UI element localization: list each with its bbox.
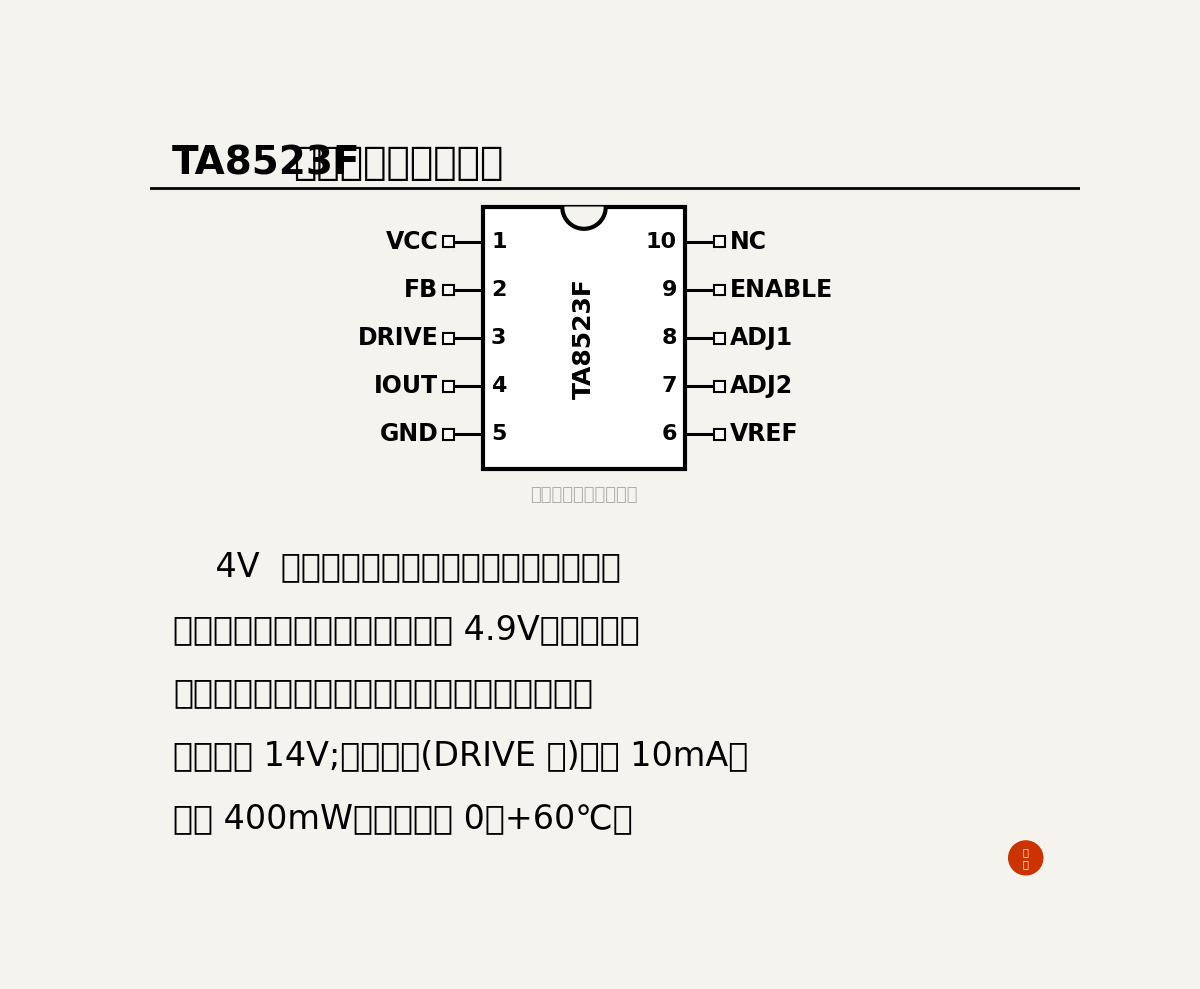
Text: 1: 1 [491,231,506,252]
Text: FB: FB [404,278,438,302]
Text: 5: 5 [491,424,506,444]
Text: 7: 7 [661,376,677,397]
Text: VREF: VREF [730,422,798,446]
Text: 切换为充电电流的功能；可微调基准电压；最大: 切换为充电电流的功能；可微调基准电压；最大 [173,676,593,709]
Bar [714,332,725,343]
Bar [484,208,685,469]
Text: DRIVE: DRIVE [358,326,438,350]
Bar [443,285,454,296]
Text: NC: NC [730,229,767,254]
Text: ENABLE: ENABLE [730,278,833,302]
Text: 10: 10 [646,231,677,252]
Text: GND: GND [379,422,438,446]
Text: IOUT: IOUT [374,374,438,399]
Bar [714,429,725,440]
Text: 铅电池用充电器电路: 铅电池用充电器电路 [293,144,504,182]
Text: 电源电压 14V;输出电流(DRIVE 端)最大 10mA；: 电源电压 14V;输出电流(DRIVE 端)最大 10mA； [173,740,749,772]
Bar [714,236,725,247]
Text: ADJ1: ADJ1 [730,326,793,350]
Text: 4: 4 [491,376,506,397]
Text: 维
库: 维 库 [1022,848,1028,868]
Text: 2: 2 [491,280,506,300]
Text: TA8523F: TA8523F [172,144,360,182]
Bar [443,332,454,343]
Bar [443,236,454,247]
Bar [714,381,725,392]
Text: 6: 6 [661,424,677,444]
Text: TA8523F: TA8523F [572,278,596,399]
Text: 8: 8 [661,328,677,348]
Bar [714,285,725,296]
Text: VCC: VCC [385,229,438,254]
Text: 9: 9 [661,280,677,300]
Bar [443,429,454,440]
Bar [443,381,454,392]
Polygon shape [563,208,606,228]
Text: 功耗 400mW；工作温度 0～+60℃。: 功耗 400mW；工作温度 0～+60℃。 [173,802,634,836]
Circle shape [1009,841,1043,875]
Text: ADJ2: ADJ2 [730,374,793,399]
Text: 杭州将睿科技有限公司: 杭州将睿科技有限公司 [530,486,637,504]
Text: 4V  铅电池相互充放电专用电路；以被设定: 4V 铅电池相互充放电专用电路；以被设定 [173,550,622,583]
Text: 3: 3 [491,328,506,348]
Text: 的电流进行充电，有以充电电压 4.9V（典型值）: 的电流进行充电，有以充电电压 4.9V（典型值） [173,613,640,646]
